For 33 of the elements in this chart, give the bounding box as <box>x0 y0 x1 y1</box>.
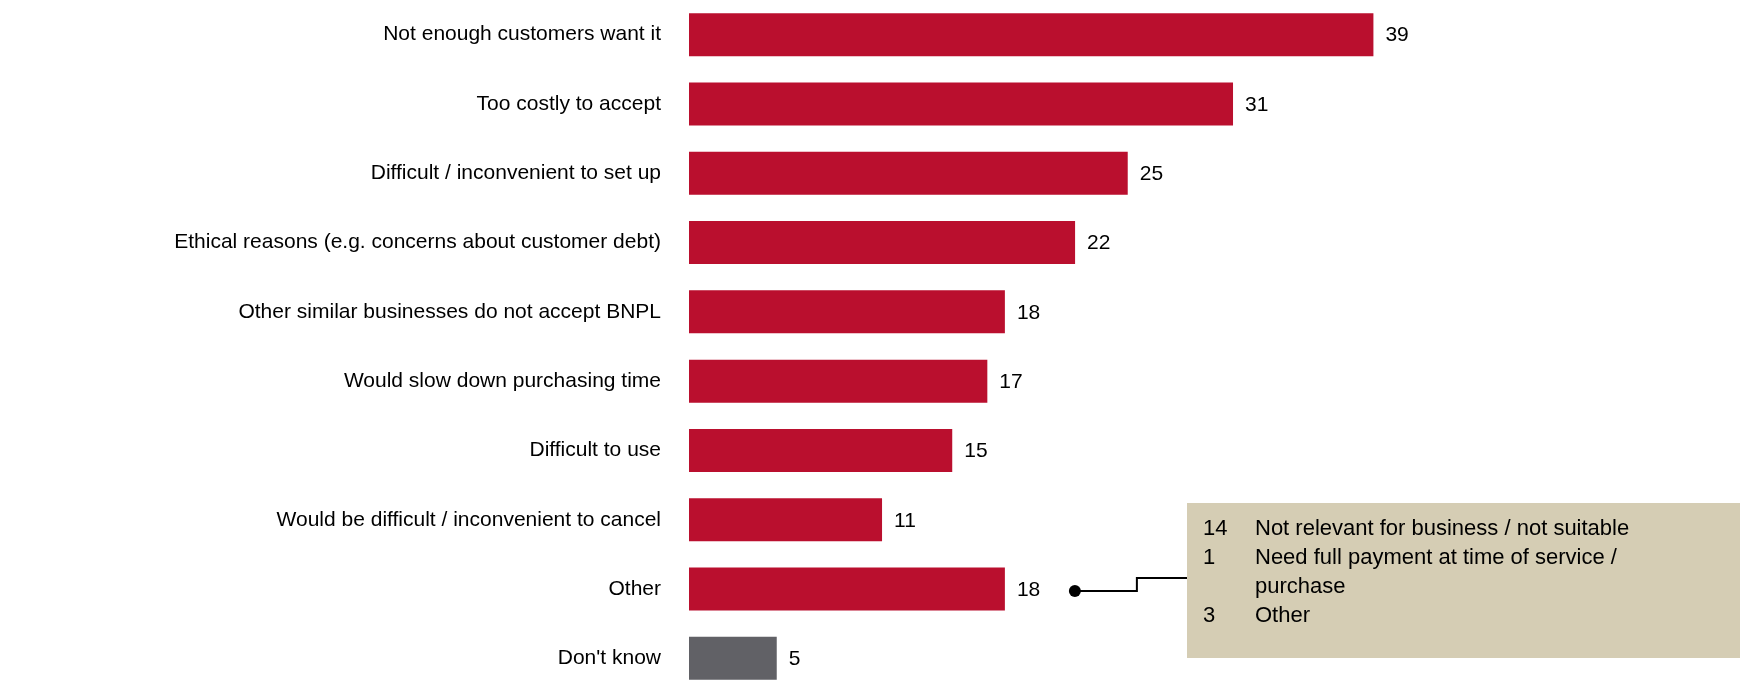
bar <box>689 428 953 472</box>
data-label: 15 <box>964 438 988 462</box>
bar <box>689 82 1234 126</box>
text: 14 Not relevant for business / not suitable <box>1203 515 1630 540</box>
y-tick-label: Other <box>608 575 661 599</box>
data-label: 31 <box>1245 91 1269 115</box>
bar <box>689 567 1005 611</box>
data-label: 25 <box>1139 161 1164 185</box>
text: 1 Need full payment at time of service / purchase <box>1203 544 1617 598</box>
bar <box>689 13 1374 57</box>
bar <box>689 636 777 680</box>
bar <box>689 359 988 403</box>
y-tick-label: Difficult / inconvenient to set up <box>370 160 661 184</box>
text: 3 Other <box>1203 602 1311 627</box>
data-label: 11 <box>894 507 916 531</box>
bar <box>689 151 1128 195</box>
y-tick-label: Not enough customers want it <box>383 21 662 45</box>
data-label: 5 <box>788 646 801 670</box>
y-tick-label: Difficult to use <box>529 437 661 461</box>
y-tick-label: Don't know <box>557 645 662 669</box>
bar <box>689 290 1005 334</box>
y-tick-label: Ethical reasons (e.g. concerns about customer debt) <box>174 229 661 253</box>
data-label: 39 <box>1385 22 1409 46</box>
bar <box>689 498 883 542</box>
y-tick-label: Too costly to accept <box>476 90 662 114</box>
y-tick-label: Other similar businesses do not accept BNPL <box>238 298 661 322</box>
data-label: 22 <box>1087 230 1111 254</box>
data-label: 17 <box>999 368 1023 392</box>
bar <box>689 221 1076 265</box>
y-tick-label: Would be difficult / inconvenient to cancel <box>276 506 661 530</box>
data-label: 18 <box>1016 576 1041 600</box>
y-tick-label: Would slow down purchasing time <box>343 367 661 391</box>
data-label: 18 <box>1016 299 1041 323</box>
